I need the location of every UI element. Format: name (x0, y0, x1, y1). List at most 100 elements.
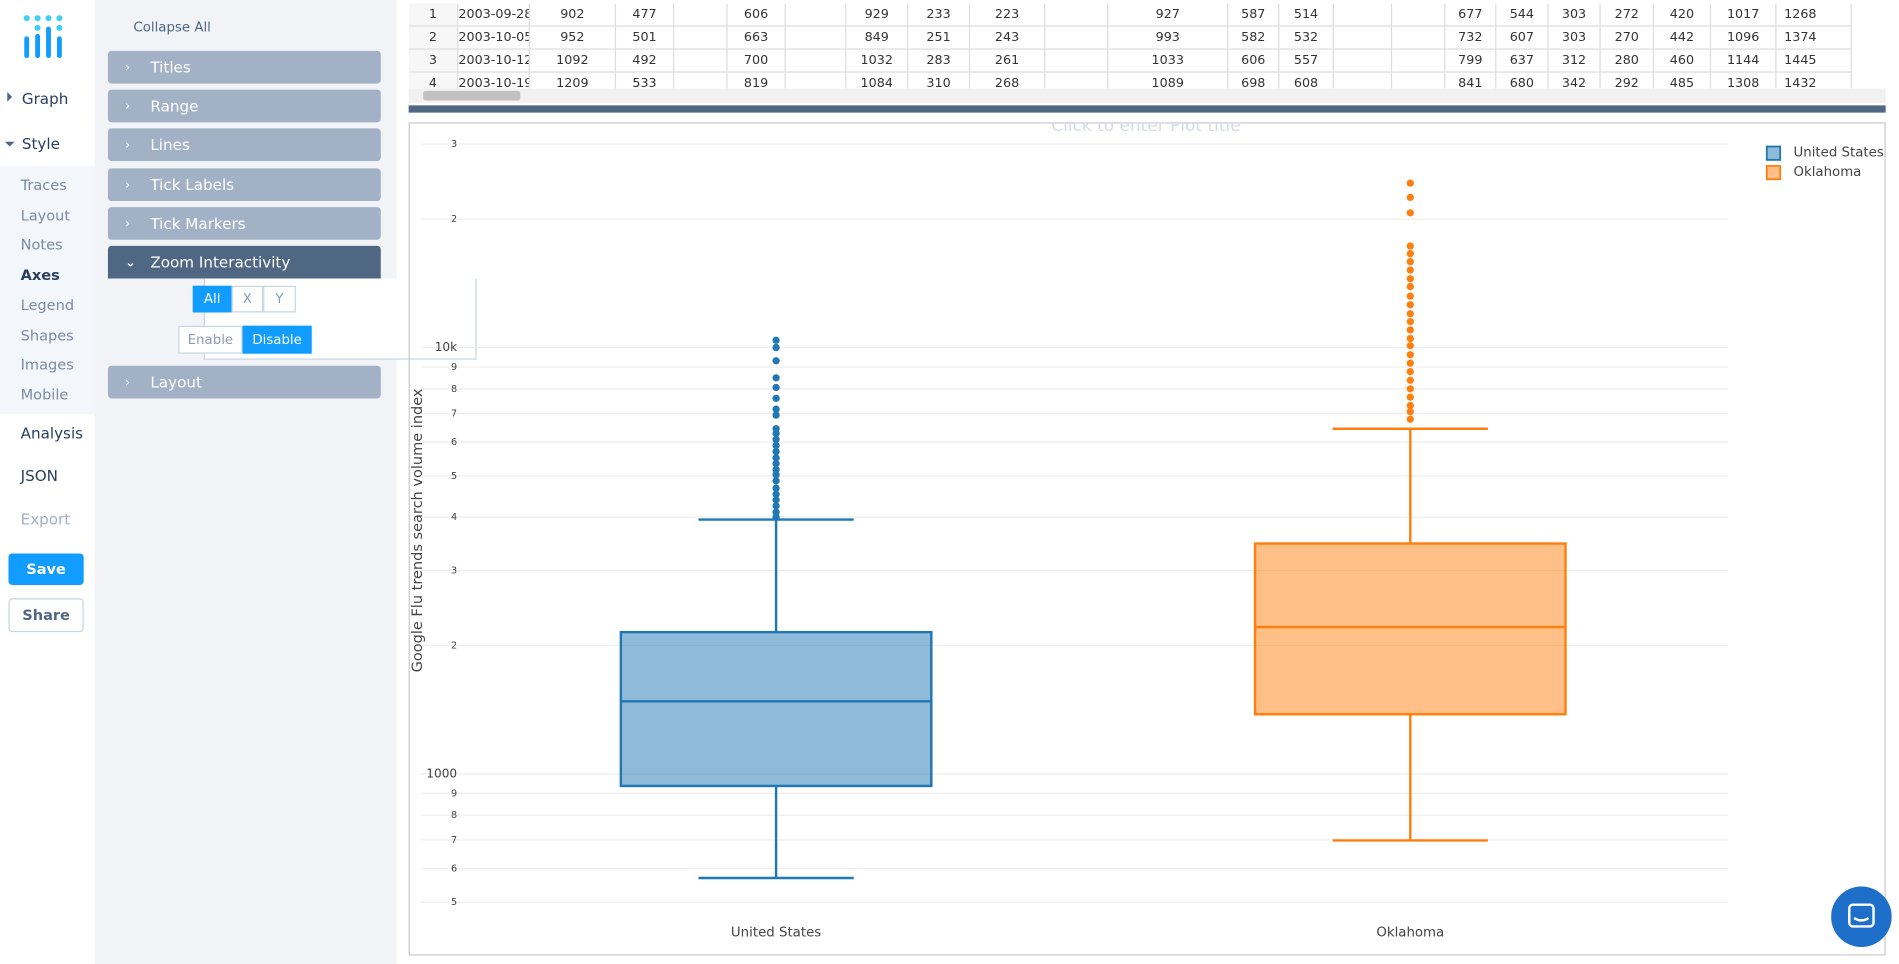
toggle-button[interactable]: Disable (242, 325, 312, 354)
style-item[interactable]: Axes (20, 266, 60, 284)
collapse-all[interactable]: Collapse All (133, 19, 211, 36)
table-cell[interactable]: 698 (1228, 72, 1280, 89)
panel-section[interactable]: Range › (107, 89, 381, 123)
table-cell[interactable]: 310 (908, 72, 971, 89)
table-cell[interactable]: 1096 (1711, 26, 1777, 50)
table-cell[interactable]: 2003-10-12 (458, 49, 530, 73)
style-item[interactable]: Traces (20, 176, 67, 194)
save-button[interactable]: Save (8, 553, 84, 585)
table-cell[interactable]: 477 (616, 3, 675, 27)
table-cell[interactable]: 233 (908, 3, 971, 27)
table-cell[interactable]: 268 (970, 72, 1046, 89)
panel-section[interactable]: Zoom Interactivity ⌄ (107, 245, 381, 279)
table-cell[interactable] (1045, 3, 1109, 27)
table-scrollbar[interactable] (408, 88, 1886, 103)
table-cell[interactable] (674, 72, 728, 89)
table-cell[interactable]: 485 (1654, 72, 1712, 89)
table-cell[interactable]: 637 (1496, 49, 1549, 73)
table-cell[interactable] (1333, 49, 1393, 73)
table-cell[interactable] (1392, 3, 1446, 27)
style-item[interactable]: Mobile (20, 386, 69, 404)
style-item[interactable]: Shapes (20, 326, 74, 344)
chat-button[interactable] (1831, 886, 1892, 948)
table-cell[interactable]: 514 (1279, 3, 1334, 27)
table-cell[interactable]: 251 (908, 26, 971, 50)
table-cell[interactable]: 1033 (1108, 49, 1229, 73)
table-cell[interactable]: 557 (1279, 49, 1334, 73)
table-cell[interactable]: 4 (408, 72, 459, 89)
nav-analysis[interactable]: Analysis (20, 423, 84, 443)
style-item[interactable]: Notes (20, 236, 63, 254)
table-cell[interactable]: 677 (1445, 3, 1497, 27)
table-cell[interactable] (785, 49, 847, 73)
table-cell[interactable]: 2003-09-28 (458, 3, 530, 27)
table-cell[interactable]: 243 (970, 26, 1046, 50)
table-cell[interactable]: 532 (1279, 26, 1334, 50)
table-cell[interactable] (1045, 49, 1109, 73)
table-cell[interactable] (1334, 72, 1393, 89)
table-cell[interactable]: 2003-10-19 (458, 72, 530, 89)
table-cell[interactable]: 420 (1654, 3, 1712, 27)
style-item[interactable]: Legend (20, 296, 75, 314)
nav-export[interactable]: Export (20, 509, 71, 529)
nav-graph[interactable]: Graph (21, 89, 69, 108)
panel-section[interactable]: Tick Labels › (107, 168, 381, 202)
table-cell[interactable] (674, 3, 728, 27)
axis-button[interactable]: Y (263, 285, 296, 313)
table-cell[interactable]: 223 (970, 3, 1046, 27)
table-cell[interactable] (786, 72, 847, 89)
table-cell[interactable] (674, 26, 728, 50)
panel-section[interactable]: Lines › (107, 128, 381, 162)
table-cell[interactable]: 1374 (1776, 26, 1852, 50)
table-cell[interactable]: 280 (1600, 49, 1655, 73)
table-cell[interactable]: 952 (529, 26, 617, 50)
table-cell[interactable] (1392, 72, 1446, 89)
table-cell[interactable]: 1445 (1776, 49, 1852, 73)
table-cell[interactable]: 607 (1496, 26, 1549, 50)
table-cell[interactable]: 460 (1654, 49, 1712, 73)
table-cell[interactable]: 2003-10-05 (458, 26, 530, 50)
table-cell[interactable] (1392, 26, 1446, 50)
table-cell[interactable]: 544 (1496, 3, 1549, 27)
table-cell[interactable]: 2 (408, 26, 459, 50)
table-cell[interactable] (1333, 26, 1393, 50)
axis-button[interactable]: X (231, 285, 264, 313)
nav-json[interactable]: JSON (20, 466, 58, 485)
panel-section[interactable]: Tick Markers › (107, 207, 381, 240)
table-cell[interactable]: 442 (1654, 26, 1712, 50)
table-cell[interactable]: 608 (1279, 72, 1334, 89)
table-cell[interactable]: 3 (408, 49, 459, 73)
table-cell[interactable]: 1432 (1777, 72, 1852, 89)
chart-title[interactable]: Click to enter Plot title (1051, 122, 1240, 135)
table-cell[interactable]: 1268 (1776, 3, 1852, 27)
table-cell[interactable]: 312 (1548, 49, 1601, 73)
y-axis-title[interactable]: Google Flu trends search volume index (410, 388, 426, 672)
table-cell[interactable]: 342 (1549, 72, 1601, 89)
table-cell[interactable] (1045, 26, 1109, 50)
toggle-button[interactable]: Enable (178, 325, 243, 354)
axis-button[interactable]: All (192, 285, 232, 313)
table-cell[interactable]: 1 (408, 3, 459, 27)
table-cell[interactable]: 587 (1228, 3, 1280, 27)
table-cell[interactable] (1392, 49, 1446, 73)
table-cell[interactable]: 929 (846, 3, 909, 27)
table-cell[interactable]: 1017 (1711, 3, 1777, 27)
table-cell[interactable]: 303 (1548, 3, 1601, 27)
table-cell[interactable]: 849 (846, 26, 909, 50)
table-cell[interactable]: 492 (616, 49, 675, 73)
panel-section[interactable]: Titles › (107, 50, 381, 84)
table-cell[interactable]: 1144 (1711, 49, 1777, 73)
panel-section[interactable]: Layout › (107, 365, 381, 399)
table-cell[interactable] (785, 26, 847, 50)
table-cell[interactable]: 270 (1600, 26, 1655, 50)
table-cell[interactable]: 680 (1496, 72, 1549, 89)
table-cell[interactable]: 732 (1445, 26, 1497, 50)
style-item[interactable]: Images (20, 356, 74, 374)
table-cell[interactable]: 1084 (846, 72, 909, 89)
table-cell[interactable]: 700 (727, 49, 786, 73)
table-cell[interactable]: 533 (616, 72, 675, 89)
table-cell[interactable]: 927 (1108, 3, 1229, 27)
table-cell[interactable] (674, 49, 728, 73)
table-cell[interactable]: 993 (1108, 26, 1229, 50)
logo[interactable] (22, 15, 71, 61)
